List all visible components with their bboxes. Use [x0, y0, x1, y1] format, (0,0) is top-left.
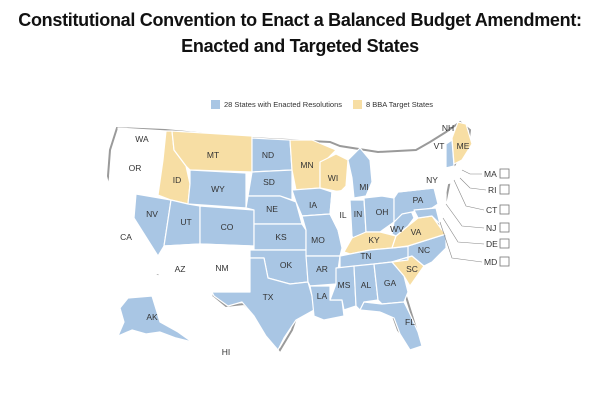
northeast-callouts: MA RI CT NJ DE MD	[439, 168, 510, 267]
label-fl: FL	[405, 317, 415, 327]
label-mi: MI	[359, 182, 368, 192]
label-az: AZ	[175, 264, 186, 274]
state-wi[interactable]	[319, 153, 349, 193]
label-wa: WA	[135, 134, 149, 144]
state-nv[interactable]	[133, 193, 172, 257]
state-nj[interactable]	[437, 193, 447, 215]
label-oh: OH	[376, 207, 389, 217]
label-nj: NJ	[486, 223, 496, 233]
swatch-ma	[499, 168, 510, 179]
label-wy: WY	[211, 184, 225, 194]
state-nh[interactable]	[445, 139, 455, 169]
state-ma[interactable]	[445, 165, 463, 175]
state-va[interactable]	[391, 215, 447, 249]
label-hi: HI	[222, 347, 231, 357]
state-ny[interactable]	[397, 159, 447, 203]
state-md[interactable]	[413, 207, 441, 225]
label-mo: MO	[311, 235, 325, 245]
state-hi[interactable]	[207, 337, 239, 358]
legend-swatch-target	[353, 99, 362, 109]
label-tx: TX	[263, 292, 274, 302]
legend-label-target: 8 BBA Target States	[366, 99, 433, 109]
label-nh: NH	[442, 123, 454, 133]
label-mt: MT	[207, 150, 219, 160]
label-or: OR	[129, 163, 142, 173]
leader-nj	[445, 203, 485, 229]
legend-label-enacted: 28 States with Enacted Resolutions	[224, 99, 342, 109]
state-mi[interactable]	[347, 147, 373, 199]
label-de: DE	[486, 239, 498, 249]
label-ny: NY	[426, 175, 438, 185]
label-wi: WI	[328, 173, 338, 183]
label-ak: AK	[146, 312, 158, 322]
state-me[interactable]	[451, 121, 473, 165]
state-ct[interactable]	[445, 173, 455, 185]
map-title-line-2: Enacted and Targeted States	[181, 36, 419, 56]
label-co: CO	[221, 222, 234, 232]
label-sd: SD	[263, 177, 275, 187]
label-ky: KY	[368, 235, 380, 245]
state-fl[interactable]	[359, 301, 423, 351]
label-md: MD	[484, 257, 497, 267]
label-ms: MS	[338, 280, 351, 290]
leader-ct	[453, 179, 485, 211]
state-labels: WA OR CA NV ID MT WY UT CO AZ NM ND SD N…	[120, 123, 470, 357]
state-or[interactable]	[107, 152, 164, 197]
label-ks: KS	[275, 232, 287, 242]
label-nc: NC	[418, 245, 430, 255]
label-id: ID	[173, 175, 182, 185]
legend-item-target: 8 BBA Target States	[353, 97, 433, 111]
state-shapes	[107, 121, 473, 358]
label-vt: VT	[434, 141, 445, 151]
label-me: ME	[457, 141, 470, 151]
label-wv: WV	[390, 224, 404, 234]
swatch-de	[499, 238, 510, 249]
map-title-line-1: Constitutional Convention to Enact a Bal…	[18, 10, 582, 30]
state-tx[interactable]	[211, 257, 315, 351]
leader-ri	[459, 177, 487, 191]
label-la: LA	[317, 291, 328, 301]
leader-md	[439, 221, 483, 263]
state-ak[interactable]	[117, 295, 193, 343]
swatch-ri	[499, 184, 510, 195]
label-nd: ND	[262, 150, 274, 160]
label-ia: IA	[309, 200, 317, 210]
state-ar[interactable]	[305, 255, 341, 287]
label-ne: NE	[266, 204, 278, 214]
label-in: IN	[354, 209, 363, 219]
legend-swatch-enacted	[211, 99, 220, 109]
legend-item-enacted: 28 States with Enacted Resolutions	[211, 97, 342, 111]
label-tn: TN	[360, 251, 371, 261]
label-nv: NV	[146, 209, 158, 219]
label-ma: MA	[484, 169, 497, 179]
label-mn: MN	[300, 160, 313, 170]
swatch-ct	[499, 204, 510, 215]
label-al: AL	[361, 280, 372, 290]
label-il: IL	[339, 210, 346, 220]
label-ok: OK	[280, 260, 293, 270]
label-ar: AR	[316, 264, 328, 274]
state-la[interactable]	[309, 285, 345, 321]
label-va: VA	[411, 227, 422, 237]
label-ct: CT	[486, 205, 497, 215]
swatch-nj	[499, 222, 510, 233]
leader-de	[442, 217, 485, 245]
swatch-md	[499, 256, 510, 267]
leader-ma	[461, 169, 482, 175]
label-ga: GA	[384, 278, 397, 288]
label-sc: SC	[406, 264, 418, 274]
state-wy[interactable]	[187, 169, 247, 209]
label-ut: UT	[180, 217, 191, 227]
state-ri[interactable]	[453, 173, 461, 183]
label-nm: NM	[215, 263, 228, 273]
label-ca: CA	[120, 232, 132, 242]
label-ri: RI	[488, 185, 497, 195]
state-nc[interactable]	[391, 233, 447, 267]
label-pa: PA	[413, 195, 424, 205]
